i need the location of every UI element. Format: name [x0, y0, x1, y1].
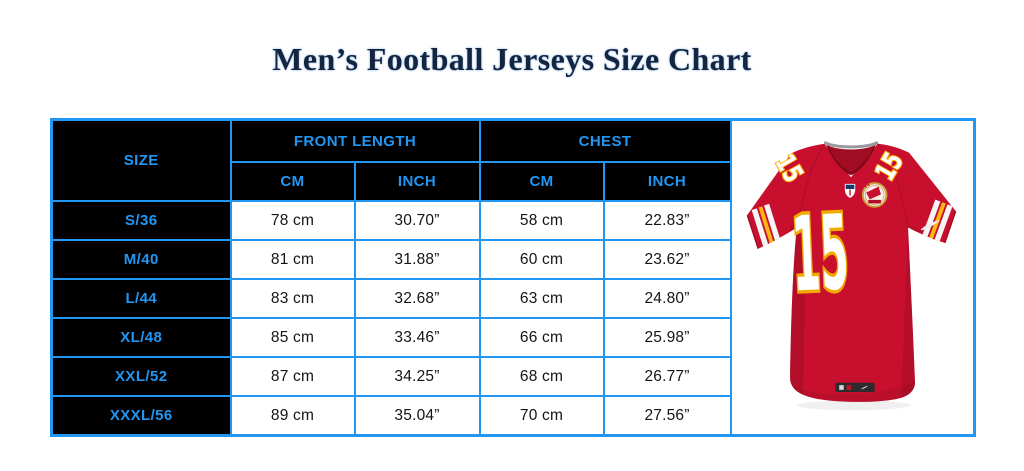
size-cell: S/36	[50, 200, 232, 241]
team-patch-icon	[862, 182, 888, 208]
chest-cm-cell: 66 cm	[478, 317, 605, 358]
jersey-number-chest: 15	[790, 193, 851, 315]
table-row-xl48: XL/48 85 cm 33.46” 66 cm 25.98”	[50, 317, 975, 358]
table-row-s36: S/36 78 cm 30.70” 58 cm 22.83”	[50, 200, 975, 241]
chest-inch-cell: 26.77”	[602, 356, 732, 397]
size-chart-table: SIZE FRONT LENGTH CHEST	[50, 118, 977, 437]
front-length-inch-cell: 32.68”	[353, 278, 481, 319]
front-length-cm-cell: 81 cm	[229, 239, 356, 280]
col-header-chest-cm: CM	[478, 161, 605, 202]
table-row-l44: L/44 83 cm 32.68” 63 cm 24.80”	[50, 278, 975, 319]
front-length-inch-cell: 30.70”	[353, 200, 481, 241]
nike-swoosh-icon	[921, 219, 941, 231]
col-header-front-cm: CM	[229, 161, 356, 202]
front-length-inch-cell: 35.04”	[353, 395, 481, 437]
size-chart-container: SIZE FRONT LENGTH CHEST	[50, 118, 1024, 437]
header-group-row: SIZE FRONT LENGTH CHEST	[50, 118, 976, 437]
chest-cm-cell: 60 cm	[478, 239, 605, 280]
front-length-cm-cell: 78 cm	[229, 200, 356, 241]
table-row-m40: M/40 81 cm 31.88” 60 cm 23.62”	[50, 239, 975, 280]
size-cell: XL/48	[50, 317, 232, 358]
jersey-body	[747, 143, 957, 402]
size-cell: XXXL/56	[50, 395, 232, 437]
front-length-inch-cell: 33.46”	[353, 317, 481, 358]
jersey-product-image: 15 15	[747, 141, 957, 411]
col-header-size: SIZE	[50, 118, 232, 202]
col-header-front-inch: INCH	[353, 161, 481, 202]
header-sub-row: CM INCH CM INCH	[52, 161, 975, 202]
chest-cm-cell: 63 cm	[478, 278, 605, 319]
size-chart-page: Men’s Football Jerseys Size Chart SIZE F…	[50, 41, 1024, 437]
nfl-shield-icon	[845, 183, 856, 198]
left-sleeve-stripes	[751, 203, 783, 251]
col-header-chest-inch: INCH	[602, 161, 732, 202]
front-length-cm-cell: 87 cm	[229, 356, 356, 397]
size-cell: L/44	[50, 278, 232, 319]
col-header-front-length: FRONT LENGTH	[229, 118, 481, 163]
front-length-inch-cell: 34.25”	[353, 356, 481, 397]
table-row-xxxl56: XXXL/56 89 cm 35.04” 70 cm 27.56”	[50, 395, 975, 437]
size-cell: M/40	[50, 239, 232, 280]
chest-inch-cell: 25.98”	[602, 317, 732, 358]
table-row-xxl52: XXL/52 87 cm 34.25” 68 cm 26.77”	[50, 356, 975, 397]
page-title: Men’s Football Jerseys Size Chart	[272, 41, 752, 77]
chest-cm-cell: 58 cm	[478, 200, 605, 241]
collar	[824, 141, 879, 176]
product-image-cell: 15 15	[729, 118, 976, 437]
product-shadow	[797, 400, 912, 411]
chest-cm-cell: 68 cm	[478, 356, 605, 397]
chest-inch-cell: 22.83”	[602, 200, 732, 241]
col-header-chest: CHEST	[478, 118, 732, 163]
front-length-cm-cell: 83 cm	[229, 278, 356, 319]
chest-inch-cell: 23.62”	[602, 239, 732, 280]
collar-gray-trim	[824, 141, 879, 149]
size-cell: XXL/52	[50, 356, 232, 397]
front-length-inch-cell: 31.88”	[353, 239, 481, 280]
front-length-cm-cell: 85 cm	[229, 317, 356, 358]
chest-inch-cell: 24.80”	[602, 278, 732, 319]
chest-inch-cell: 27.56”	[602, 395, 732, 437]
chest-cm-cell: 70 cm	[478, 395, 605, 437]
front-length-cm-cell: 89 cm	[229, 395, 356, 437]
hem-tag	[835, 382, 875, 393]
